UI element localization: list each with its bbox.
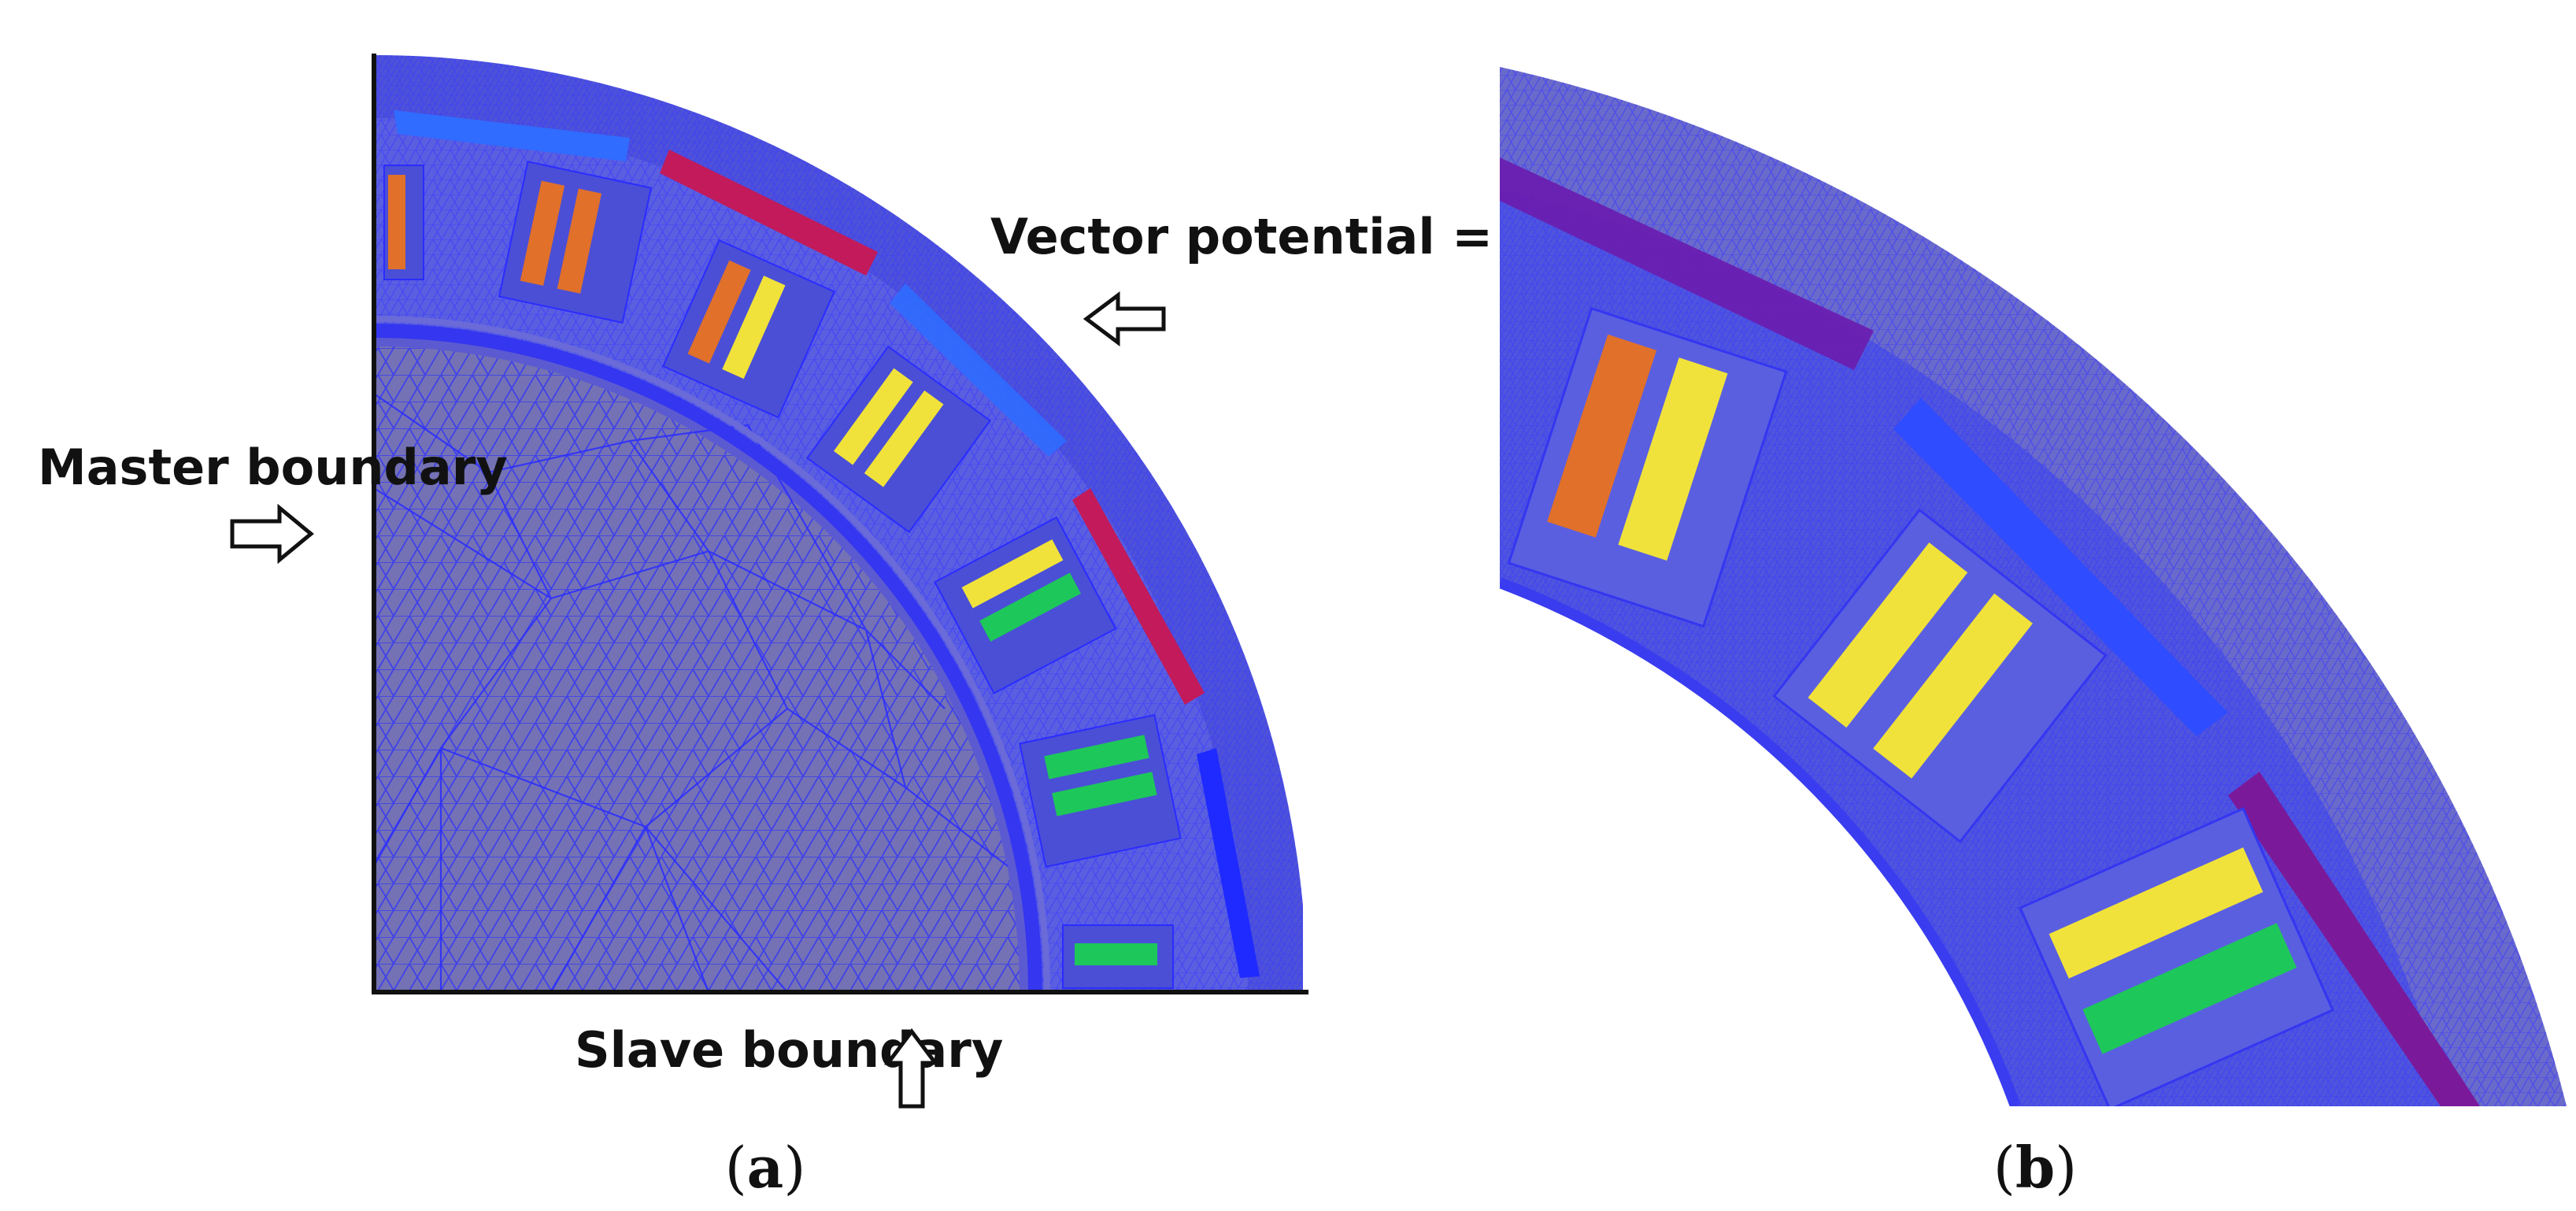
zoom-coil-yellow	[2049, 847, 2263, 979]
zoom-slot-3	[2019, 807, 2335, 1106]
panel-a-quarter-model	[374, 55, 1303, 992]
magnet-blue-1	[394, 110, 630, 161]
coil-green	[1052, 772, 1157, 817]
coil-yellow	[833, 368, 913, 465]
coil-green	[1075, 943, 1157, 965]
coil-green	[1044, 735, 1149, 780]
coil-orange	[687, 260, 751, 364]
zoom-coil-orange	[1547, 334, 1657, 538]
zoom-coil-yellow	[1618, 357, 1728, 561]
coil-green	[979, 572, 1081, 642]
pm-magnets	[394, 110, 1260, 978]
master-boundary-label: Master boundary	[38, 439, 508, 496]
panel-b-zoom-mesh	[1500, 67, 2567, 1106]
slave-boundary-arrow	[884, 1028, 939, 1109]
zoom-slot-1	[1507, 306, 1788, 628]
magnet-red-2	[1072, 488, 1205, 705]
zoom-slot-2	[1772, 508, 2108, 843]
coil-orange	[520, 180, 565, 286]
slot-5	[934, 516, 1117, 694]
slot-4	[805, 345, 992, 534]
zoom-magnets	[1500, 157, 2480, 1106]
caption-b: (b)	[1993, 1134, 2078, 1201]
vector-potential-arrow	[1083, 291, 1166, 346]
coil-orange	[388, 175, 405, 269]
coil-yellow	[864, 390, 944, 487]
coil-yellow	[722, 276, 786, 380]
stator-slots	[383, 161, 1182, 989]
zoom-coil-yellow	[1808, 542, 1968, 728]
zoom-magnet-red-1	[1500, 157, 1874, 370]
zoom-coil-yellow	[1873, 593, 2033, 779]
zoom-magnet-red-2	[2228, 772, 2480, 1106]
magnet-red-1	[660, 150, 878, 276]
magnet-blue-3	[1197, 748, 1260, 978]
rotor-mesh-lines	[374, 393, 1009, 992]
zoom-magnet-blue-1	[1893, 398, 2228, 736]
slot-3	[662, 239, 836, 419]
coil-orange	[557, 188, 602, 294]
zoom-coil-green	[2082, 923, 2297, 1054]
slot-2	[498, 161, 653, 324]
master-boundary-arrow	[230, 503, 314, 565]
coil-yellow	[961, 539, 1064, 609]
caption-a: (a)	[725, 1134, 806, 1201]
slot-1	[383, 165, 424, 280]
slot-6	[1019, 713, 1182, 868]
slot-7	[1062, 924, 1174, 989]
slave-boundary-label: Slave boundary	[575, 1021, 1003, 1079]
magnet-blue-2	[890, 283, 1067, 457]
